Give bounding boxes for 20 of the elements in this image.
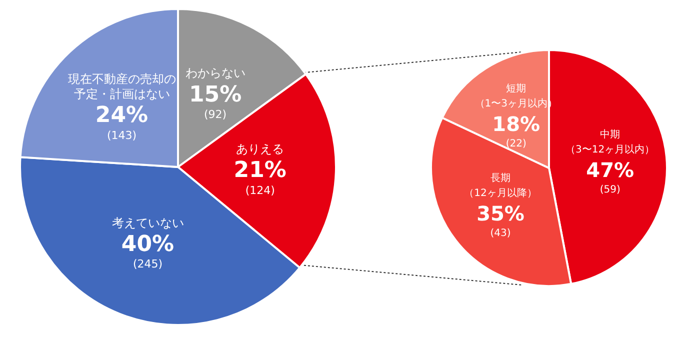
text: (43) bbox=[490, 228, 511, 240]
slice-label: ありえる bbox=[236, 142, 284, 156]
data-label: 24% bbox=[95, 103, 148, 128]
text: (59) bbox=[600, 184, 620, 196]
slice-label: 考えていない bbox=[112, 216, 184, 230]
slice-label: 現在不動産の売却の予定・計画はない bbox=[68, 72, 176, 101]
data-label: 35% bbox=[476, 201, 524, 226]
slice-label: 中期（3〜12ヶ月以内） bbox=[566, 128, 655, 156]
data-label: 21% bbox=[234, 158, 286, 184]
slice-label: わからない bbox=[185, 66, 246, 80]
text: (92) bbox=[204, 108, 227, 122]
data-label: 47% bbox=[586, 158, 634, 182]
data-label: 18% bbox=[492, 112, 540, 136]
text: (124) bbox=[245, 184, 275, 197]
data-label: 15% bbox=[188, 82, 242, 108]
text: (22) bbox=[506, 138, 526, 150]
text: (245) bbox=[132, 258, 163, 271]
slice-label: 長期（12ヶ月以降） bbox=[464, 172, 537, 200]
data-label: 40% bbox=[121, 232, 174, 258]
text: (143) bbox=[106, 128, 137, 142]
